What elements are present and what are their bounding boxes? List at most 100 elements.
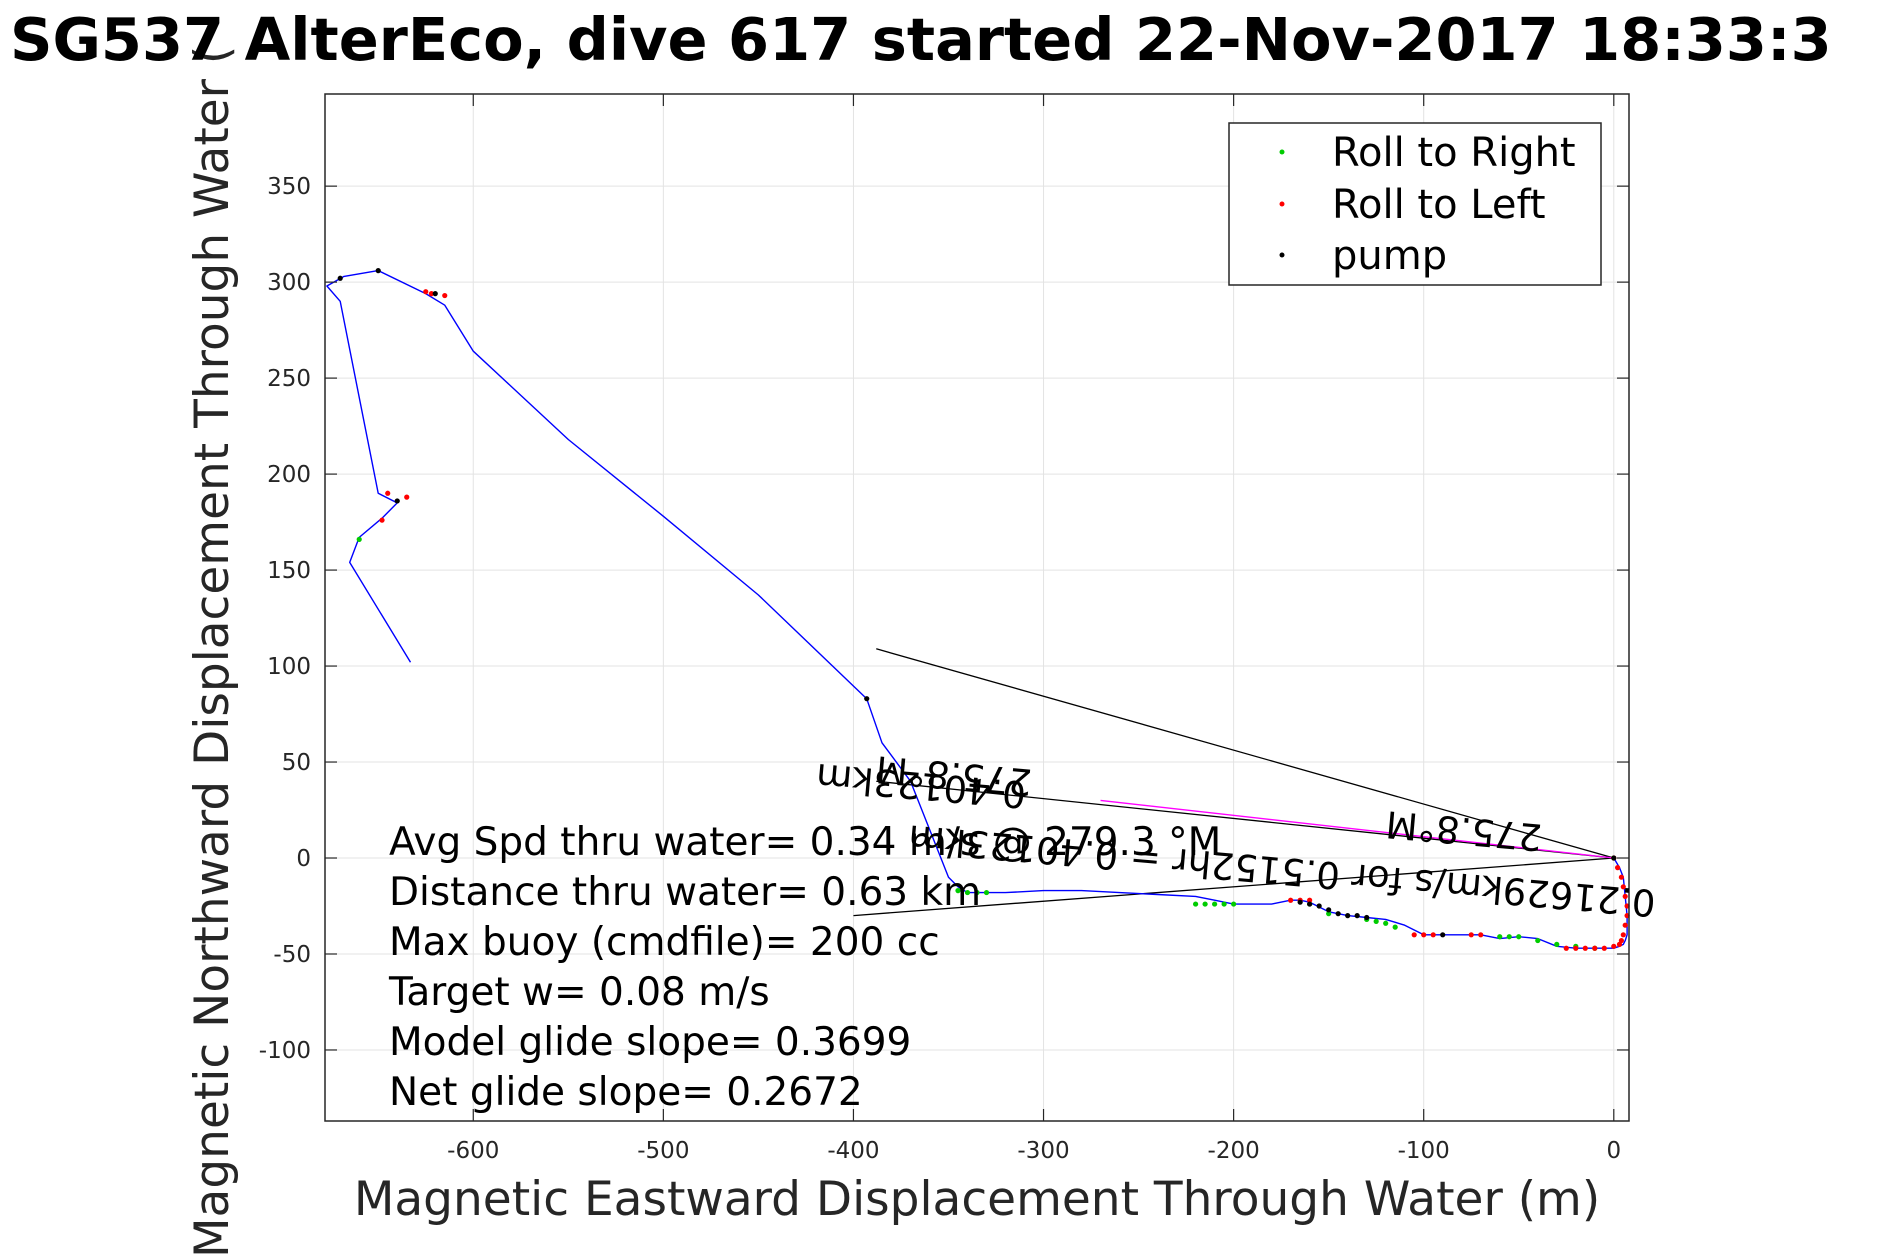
x-tick-label: -200 [1208, 1138, 1260, 1164]
roll-left-point [1307, 897, 1313, 903]
x-tick-label: -500 [637, 1138, 689, 1164]
pump-point [1345, 913, 1351, 919]
grid [325, 94, 1629, 1121]
pump-point [375, 268, 381, 274]
roll-right-point [1535, 937, 1541, 944]
pump-point [1354, 913, 1360, 919]
y-tick-label: 350 [267, 174, 311, 200]
annotation-net-glide-slope: Net glide slope= 0.2672 [389, 1070, 863, 1115]
pump-point [432, 291, 438, 297]
roll-right-point [1326, 911, 1332, 917]
roll-left-point [1411, 932, 1417, 938]
roll-left-point [1618, 874, 1624, 880]
annotation-target-w: Target w= 0.08 m/s [388, 970, 770, 1015]
pump-point [1307, 901, 1313, 907]
roll-right-point [1202, 901, 1208, 907]
pump-point [1316, 903, 1322, 909]
chart-title: SG537 AlterEco, dive 617 started 22-Nov-… [10, 5, 1832, 74]
legend-marker-roll-left [1279, 201, 1285, 207]
annotation-distance: Distance thru water= 0.63 km [389, 870, 981, 915]
reference-line [876, 648, 1614, 859]
roll-right-point [1506, 934, 1512, 940]
roll-left-point [1430, 932, 1436, 938]
ticks: -600 -500 -400 -300 -200 -100 0-100-5005010015… [259, 94, 1629, 1164]
roll-left-point [1620, 884, 1626, 890]
plot-frame [324, 93, 1630, 1122]
roll-right-point [356, 536, 362, 542]
roll-left-point [1616, 941, 1623, 947]
roll-right-point [1554, 941, 1560, 947]
y-tick-label: 100 [267, 654, 311, 680]
legend: Roll to Right Roll to Left pump [1228, 122, 1602, 286]
roll-left-point [1478, 932, 1484, 938]
roll-right-point [1497, 934, 1503, 940]
roll-left-point [1592, 945, 1598, 951]
y-axis-label: Magnetic Northward Displacement Through … [185, 46, 240, 1258]
reference-line [853, 857, 1614, 917]
pump-point [337, 275, 343, 281]
roll-right-point [1231, 901, 1237, 907]
roll-right-point [1516, 934, 1522, 940]
roll-left-point [1582, 945, 1588, 951]
legend-label-pump: pump [1332, 233, 1447, 279]
roll-right-point [955, 888, 961, 894]
y-tick-label: 300 [267, 270, 311, 296]
x-axis-label: Magnetic Eastward Displacement Through W… [354, 1172, 1600, 1227]
y-tick-label: 0 [296, 846, 311, 872]
pump-point [1611, 855, 1617, 861]
legend-marker-roll-right [1279, 149, 1285, 155]
annotation-max-buoy: Max buoy (cmdfile)= 200 cc [389, 920, 940, 965]
pump-point [1364, 914, 1370, 921]
y-tick-label: 250 [267, 366, 311, 392]
roll-right-point [1193, 901, 1199, 907]
pump-point [864, 696, 870, 702]
roll-left-point [428, 291, 435, 297]
reference-line [1100, 799, 1614, 859]
stats-annotation: Avg Spd thru water= 0.34 m/s @ 279.3 °M … [388, 820, 1221, 1115]
x-tick-label: -600 [447, 1138, 499, 1164]
y-tick-label: 150 [267, 558, 311, 584]
marker-layer [337, 268, 1630, 951]
reference-lines [853, 648, 1614, 917]
y-tick-label: 50 [282, 750, 311, 776]
legend-box [1228, 122, 1602, 286]
roll-left-point [1620, 932, 1626, 938]
y-tick-label: 200 [267, 462, 311, 488]
roll-left-point [1468, 932, 1474, 938]
legend-marker-pump [1279, 252, 1285, 258]
roll-left-point [1573, 945, 1579, 951]
roll-left-point [442, 292, 448, 299]
roll-right-point [974, 889, 980, 896]
pump-point [1297, 899, 1303, 905]
roll-left-point [385, 490, 391, 496]
roll-left-point [1288, 897, 1294, 903]
roll-right-point [1383, 920, 1389, 926]
roll-right-point [1373, 918, 1379, 924]
x-tick-label: -100 [1398, 1138, 1450, 1164]
x-tick-label: -400 [827, 1138, 879, 1164]
reference-line [876, 780, 1614, 859]
legend-label-roll-right: Roll to Right [1332, 130, 1576, 176]
y-tick-label: -50 [273, 942, 311, 968]
legend-label-roll-left: Roll to Left [1332, 182, 1546, 228]
x-tick-label: 0 [1606, 1138, 1621, 1164]
roll-right-point [983, 889, 990, 896]
roll-left-point [404, 494, 410, 500]
roll-right-point [1212, 901, 1218, 907]
roll-left-point [1622, 893, 1628, 900]
roll-left-point [1614, 865, 1621, 871]
roll-left-point [1421, 932, 1427, 938]
roll-left-point [423, 289, 429, 295]
roll-left-point [1601, 945, 1607, 951]
pump-point [1335, 911, 1341, 917]
roll-left-point [1611, 943, 1617, 949]
roll-left-point [1622, 922, 1628, 928]
pump-point [1440, 932, 1446, 938]
roll-left-point [379, 517, 385, 523]
roll-left-point [1618, 937, 1624, 944]
annotation-model-glide-slope: Model glide slope= 0.3699 [389, 1020, 911, 1065]
x-tick-label: -300 [1017, 1138, 1069, 1164]
pump-point [1326, 907, 1332, 913]
